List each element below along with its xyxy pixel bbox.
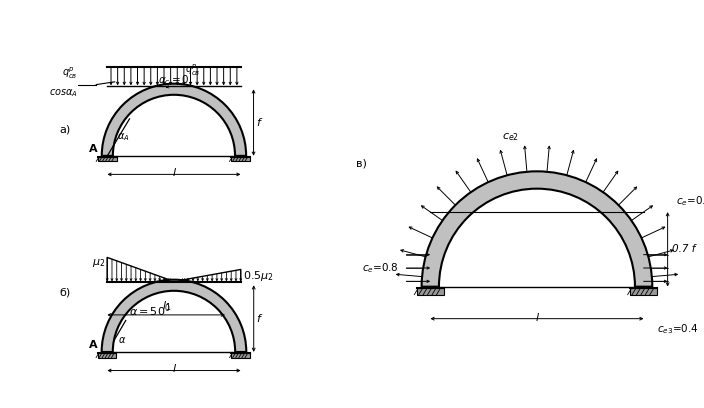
Bar bbox=[98, 157, 117, 162]
Text: $\mu_2$: $\mu_2$ bbox=[92, 257, 106, 269]
Text: A: A bbox=[89, 340, 98, 350]
Text: $cos\alpha_A$: $cos\alpha_A$ bbox=[49, 87, 77, 99]
Wedge shape bbox=[101, 279, 246, 352]
Text: $c_e$=0.4: $c_e$=0.4 bbox=[676, 195, 704, 208]
Text: A: A bbox=[89, 144, 98, 154]
Text: $c_{e3}$=0.4: $c_{e3}$=0.4 bbox=[657, 322, 698, 336]
Bar bbox=[232, 157, 250, 162]
Text: 0.7 f: 0.7 f bbox=[672, 244, 695, 254]
Text: $0.5\mu_2$: $0.5\mu_2$ bbox=[243, 269, 273, 284]
Text: $c_e$=0.8: $c_e$=0.8 bbox=[362, 261, 398, 275]
Text: l: l bbox=[172, 168, 175, 178]
Wedge shape bbox=[422, 171, 653, 287]
Text: $q^p_{св}$: $q^p_{св}$ bbox=[62, 66, 77, 81]
Text: $q^p_{св}$: $q^p_{св}$ bbox=[185, 63, 201, 78]
Text: $\alpha_A$: $\alpha_A$ bbox=[117, 131, 129, 143]
Text: l: l bbox=[172, 364, 175, 374]
Text: в): в) bbox=[356, 159, 367, 169]
Bar bbox=[630, 288, 657, 295]
Text: f: f bbox=[256, 118, 260, 128]
Text: f: f bbox=[256, 314, 260, 324]
Text: $\alpha_c=0$: $\alpha_c=0$ bbox=[158, 73, 190, 87]
Wedge shape bbox=[102, 84, 246, 156]
Text: $c_{e2}$: $c_{e2}$ bbox=[502, 131, 519, 143]
Text: $\alpha = 50^0$: $\alpha = 50^0$ bbox=[130, 303, 171, 319]
Text: $l_1$: $l_1$ bbox=[161, 299, 171, 313]
Text: $\alpha$: $\alpha$ bbox=[118, 335, 127, 345]
Text: б): б) bbox=[59, 288, 70, 298]
Bar bbox=[232, 353, 250, 357]
Bar bbox=[417, 288, 444, 295]
Bar bbox=[98, 353, 116, 357]
Text: l: l bbox=[536, 313, 539, 324]
Text: а): а) bbox=[59, 125, 70, 135]
